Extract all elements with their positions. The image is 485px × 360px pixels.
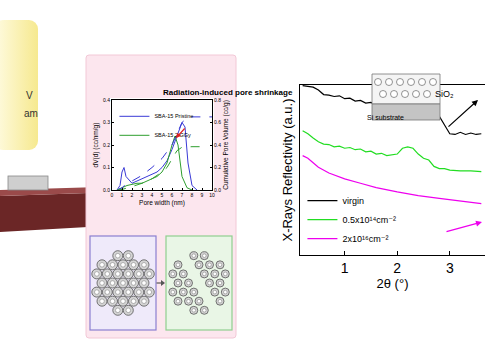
svg-text:0.5x10¹⁴cm⁻²: 0.5x10¹⁴cm⁻²	[342, 215, 396, 225]
svg-text:Pore width (nm): Pore width (nm)	[139, 199, 185, 207]
svg-text:2: 2	[393, 260, 401, 276]
svg-text:6: 6	[171, 192, 174, 198]
svg-text:Si substrate: Si substrate	[367, 114, 404, 121]
svg-text:0.4: 0.4	[103, 97, 110, 103]
svg-text:4: 4	[151, 192, 154, 198]
svg-text:0.3: 0.3	[103, 119, 110, 125]
svg-text:7: 7	[181, 192, 184, 198]
svg-text:virgin: virgin	[342, 196, 364, 206]
svg-text:5: 5	[161, 192, 164, 198]
svg-text:10: 10	[209, 192, 215, 198]
svg-text:Radiation-induced pore shrinka: Radiation-induced pore shrinkage	[163, 88, 293, 97]
svg-text:8: 8	[191, 192, 194, 198]
svg-text:0.0: 0.0	[103, 187, 110, 193]
svg-text:SBA-15 Pristine: SBA-15 Pristine	[154, 113, 193, 119]
svg-text:0.8: 0.8	[214, 97, 221, 103]
svg-text:2x10¹⁶cm⁻²: 2x10¹⁶cm⁻²	[342, 234, 388, 244]
svg-text:0.2: 0.2	[214, 164, 221, 170]
svg-text:3: 3	[141, 192, 144, 198]
svg-text:am: am	[24, 108, 38, 119]
svg-text:9: 9	[201, 192, 204, 198]
svg-text:2θ (°): 2θ (°)	[377, 276, 409, 291]
svg-text:0.0: 0.0	[214, 187, 221, 193]
svg-text:X-Rays Reflectivity (a.u.): X-Rays Reflectivity (a.u.)	[280, 98, 295, 241]
svg-text:SiO₂: SiO₂	[435, 89, 454, 99]
svg-text:V: V	[26, 90, 33, 101]
svg-text:Cumulative Pore Volume (cc/g): Cumulative Pore Volume (cc/g)	[222, 100, 230, 190]
svg-text:1: 1	[341, 260, 349, 276]
svg-text:0.6: 0.6	[214, 119, 221, 125]
svg-text:2: 2	[131, 192, 134, 198]
svg-text:SBA-15 2 GGy: SBA-15 2 GGy	[154, 132, 191, 138]
svg-text:dV(d) (cc/nm/g): dV(d) (cc/nm/g)	[92, 123, 100, 168]
svg-text:0.1: 0.1	[103, 164, 110, 170]
svg-text:0.2: 0.2	[103, 142, 110, 148]
svg-text:0.4: 0.4	[214, 142, 221, 148]
svg-text:0: 0	[111, 192, 114, 198]
svg-text:1: 1	[121, 192, 124, 198]
svg-text:3: 3	[446, 260, 454, 276]
